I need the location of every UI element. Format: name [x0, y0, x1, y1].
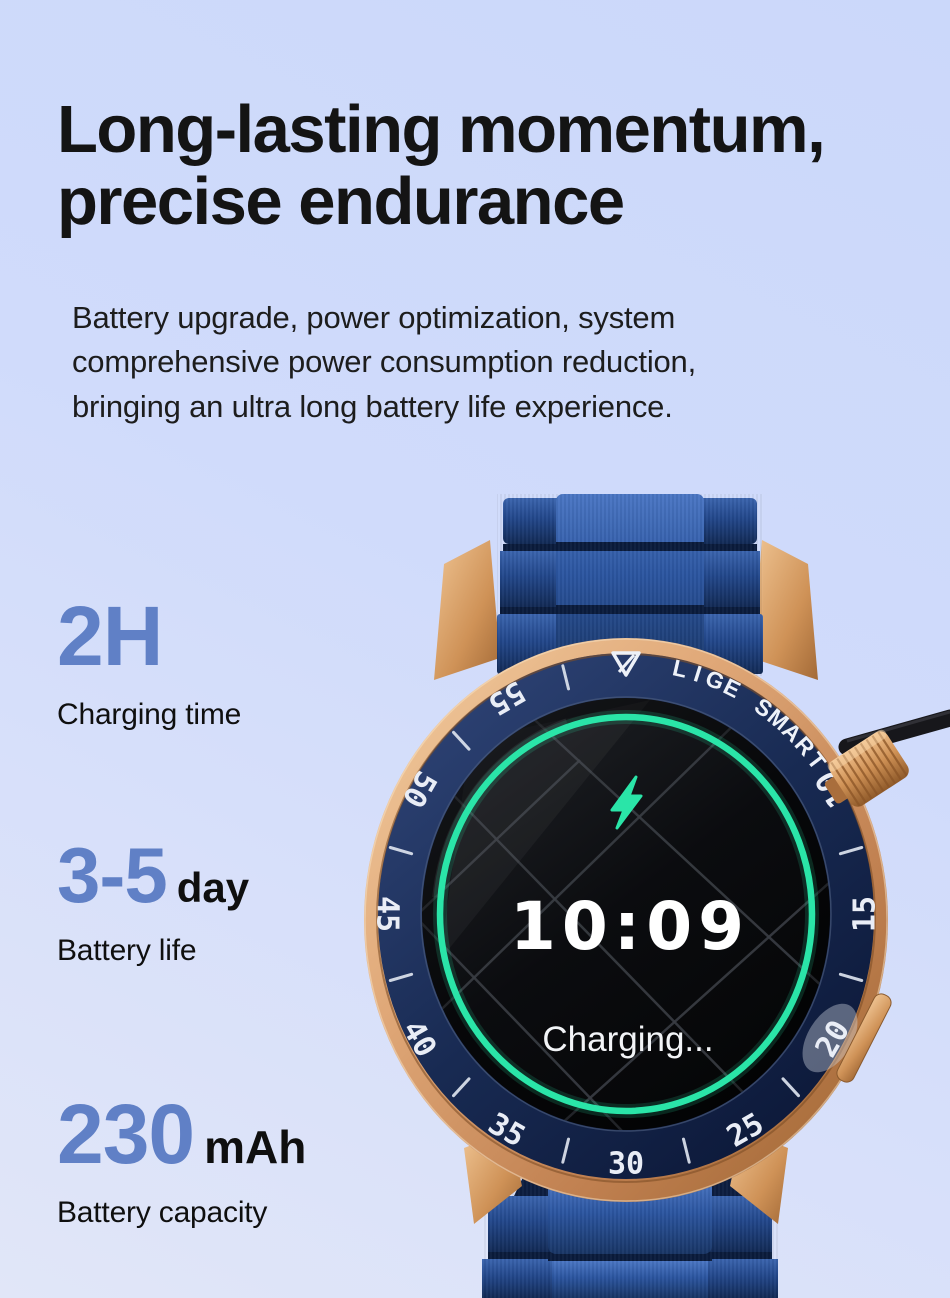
- description: Battery upgrade, power optimization, sys…: [72, 296, 696, 429]
- brand-char: L: [670, 654, 690, 682]
- screen-vignette: [422, 698, 830, 1130]
- stat-label: Battery life: [57, 934, 197, 967]
- bezel-inner-edge: [420, 696, 832, 1132]
- watch-time: 10:09: [510, 888, 750, 965]
- bezel-tick: [452, 730, 471, 751]
- top-right-lug: [752, 540, 818, 680]
- stat-unit: mAh: [204, 1121, 307, 1173]
- crown: [824, 729, 909, 807]
- watch-screen: [422, 698, 830, 1130]
- charge-ring: [436, 713, 816, 1115]
- lightning-icon: [610, 775, 643, 830]
- bezel-tick: [781, 1077, 800, 1098]
- stat-value: 230: [57, 1087, 195, 1181]
- bezel-tick: [561, 1137, 570, 1164]
- stat-label: Battery capacity: [57, 1196, 268, 1229]
- bezel-number-45: 45: [370, 896, 405, 932]
- stat-unit: day: [176, 864, 250, 911]
- page-title: Long-lasting momentum, precise endurance: [57, 92, 826, 240]
- stat-charging-time: 2H Charging time: [57, 594, 241, 732]
- bezel-tick: [838, 972, 864, 982]
- bezel-triangle-marker: [611, 651, 641, 677]
- description-line: Battery upgrade, power optimization, sys…: [72, 300, 676, 335]
- bezel-tick: [838, 846, 864, 856]
- stat-battery-capacity: 230 mAh Battery capacity: [57, 1092, 306, 1230]
- side-button: [836, 993, 892, 1083]
- title-line-1: Long-lasting momentum,: [57, 92, 826, 167]
- bezel-tick: [452, 1077, 471, 1098]
- stat-battery-life: 3-5 day Battery life: [57, 836, 249, 968]
- description-line: comprehensive power consumption reductio…: [72, 344, 696, 380]
- bezel-tick: [682, 1137, 691, 1164]
- bezel-tick: [388, 846, 414, 856]
- case-highlight: [364, 638, 888, 1202]
- bezel-number-15: 15: [848, 896, 883, 932]
- bezel-tick: [388, 972, 414, 982]
- top-left-lug: [434, 540, 500, 680]
- stat-value: 3-5: [57, 831, 168, 919]
- title-line-2: precise endurance: [57, 164, 625, 240]
- watch-status: Charging...: [542, 1020, 713, 1059]
- smartwatch-image: 10:09 Charging... 10152025303540455055LI…: [364, 494, 950, 1298]
- bezel-number-30: 30: [608, 1147, 644, 1182]
- stat-value: 2H: [57, 589, 163, 683]
- description-line: bringing an ultra long battery life expe…: [72, 388, 673, 424]
- bezel-tick: [561, 664, 570, 691]
- bezel-reflection: [802, 1003, 858, 1073]
- stat-label: Charging time: [57, 698, 242, 731]
